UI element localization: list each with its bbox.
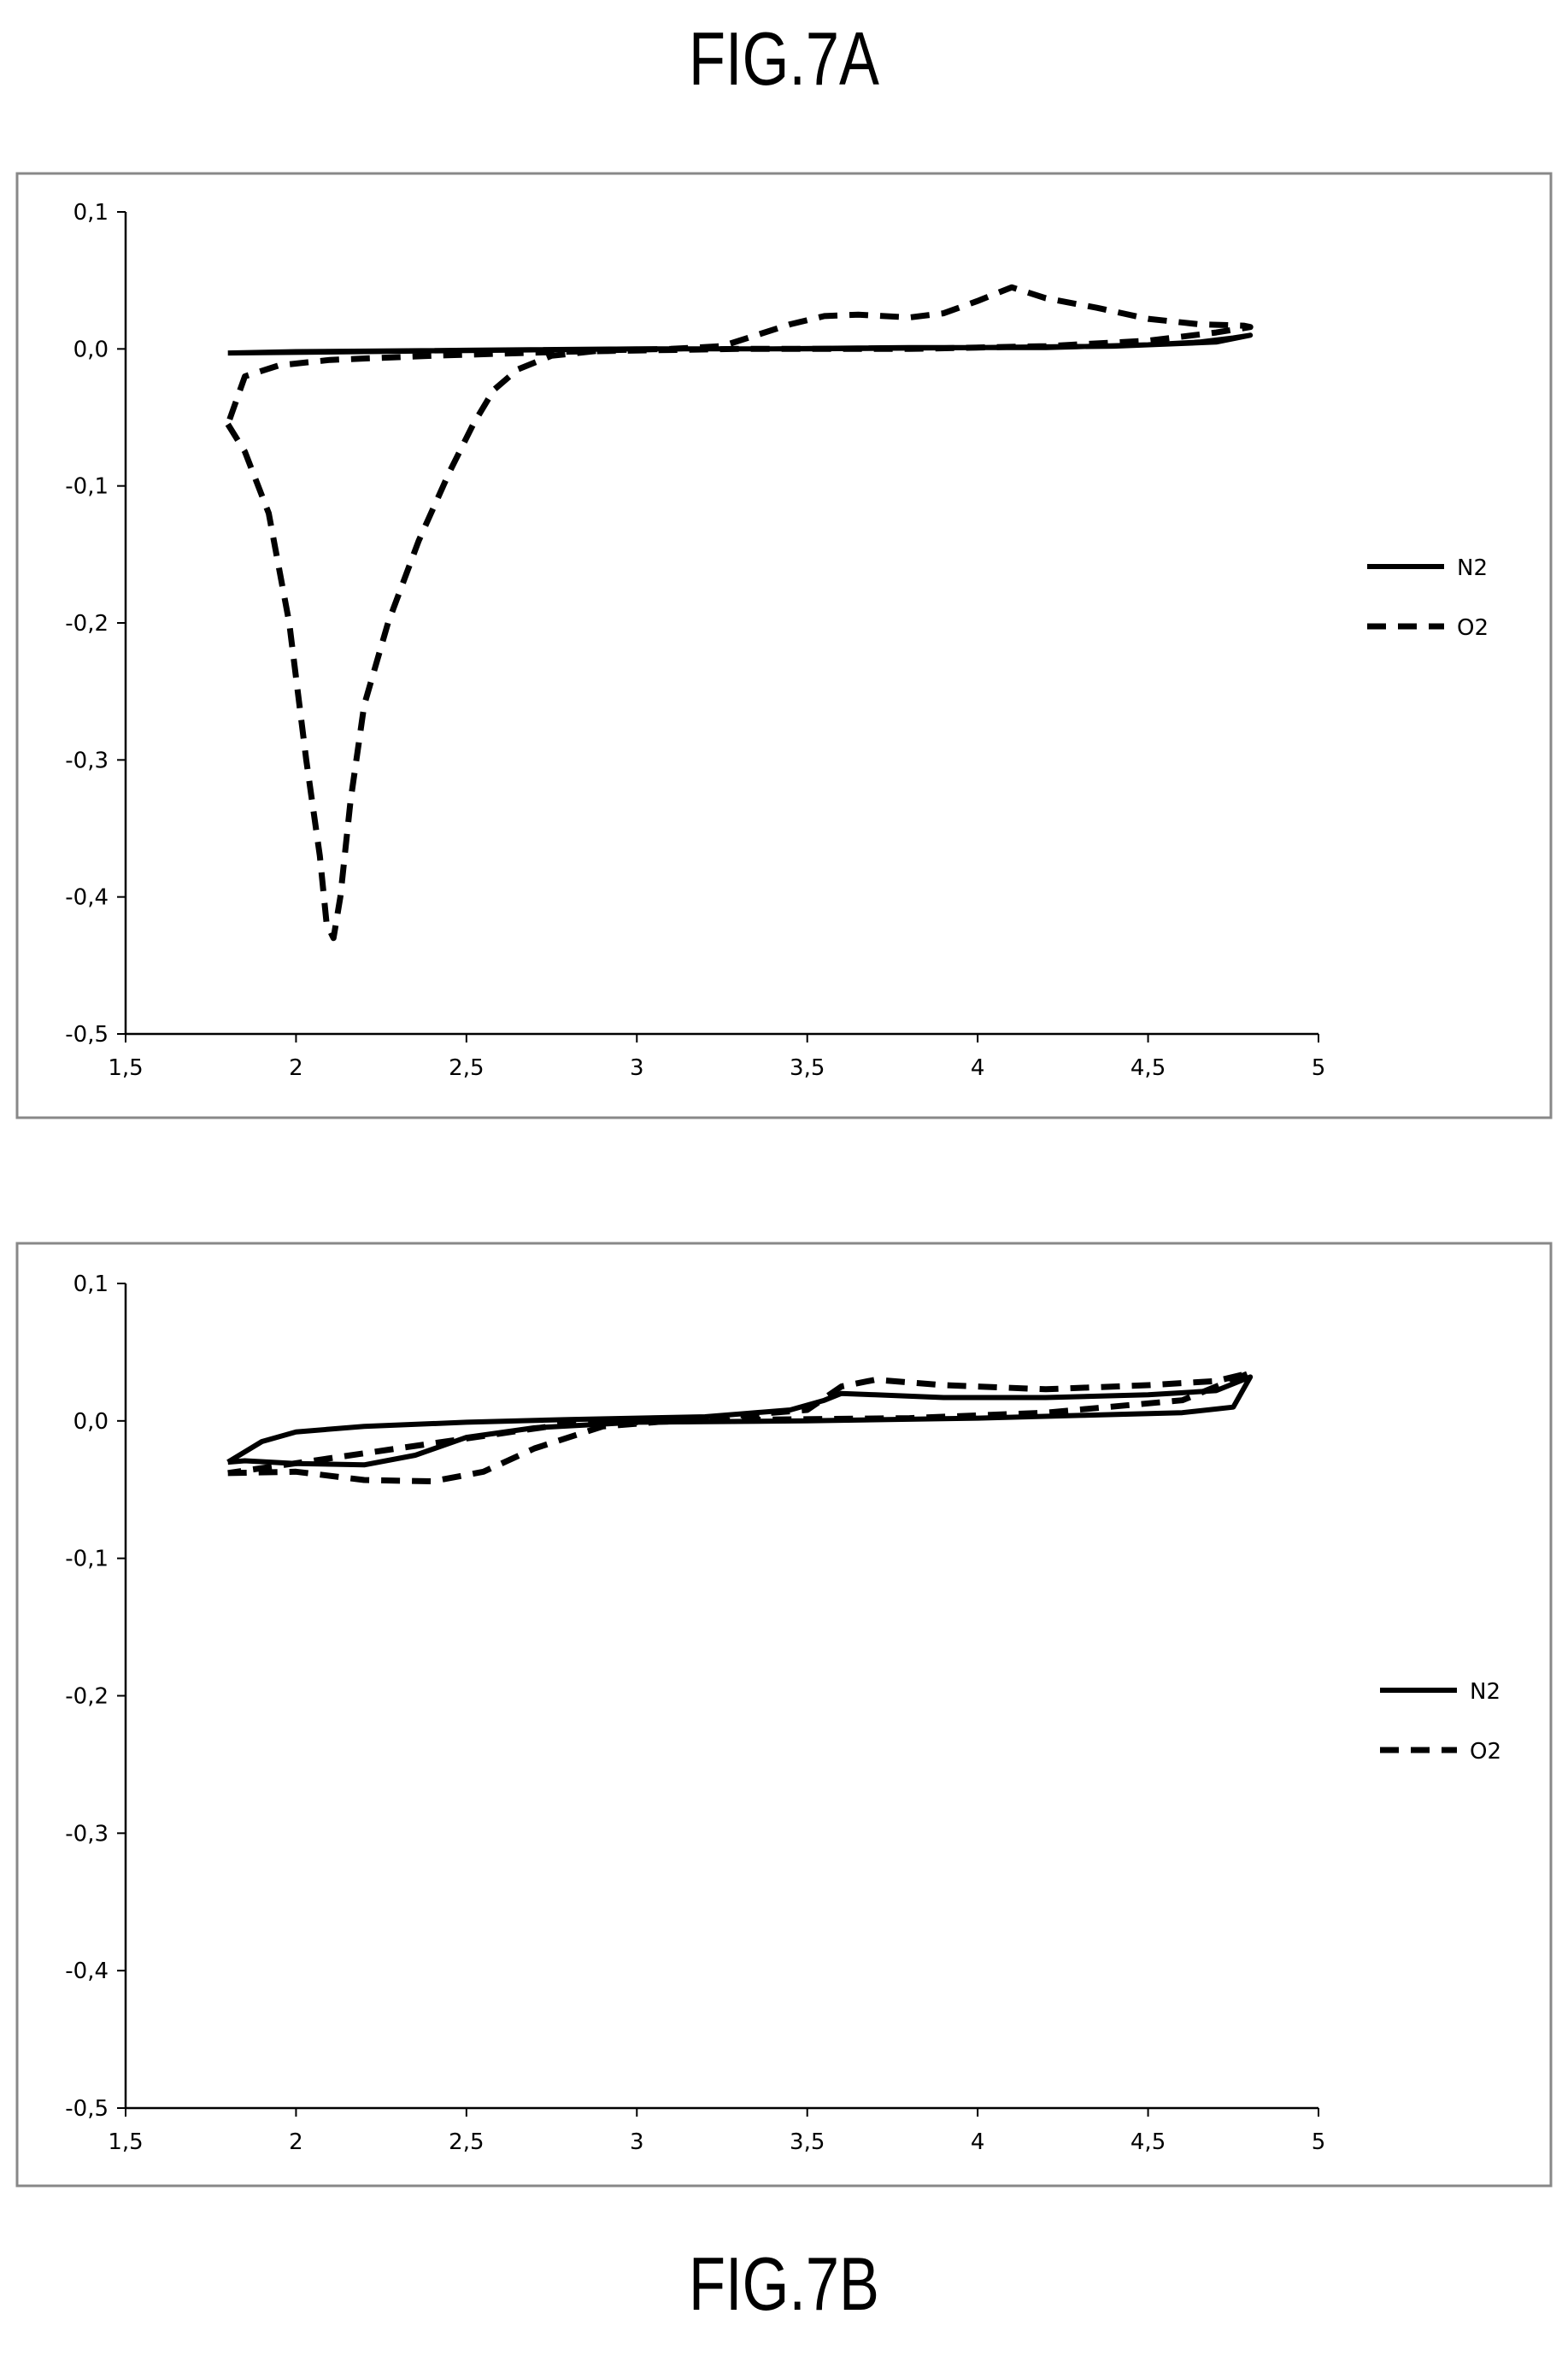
x-tick-label: 4,5 <box>1130 1055 1166 1081</box>
series-layer <box>226 1370 1254 1485</box>
x-tick-label: 3 <box>630 1055 644 1081</box>
x-tick-label: 3,5 <box>790 1055 825 1081</box>
x-tick-label: 3,5 <box>790 2129 825 2155</box>
x-tick-label: 3 <box>630 2129 644 2155</box>
y-tick-label: -0,3 <box>65 1821 109 1847</box>
x-tick-label: 2,5 <box>449 2129 484 2155</box>
x-tick-label: 1,5 <box>108 2129 143 2155</box>
x-tick-label: 2,5 <box>449 1055 484 1081</box>
x-tick-label: 4 <box>971 1055 985 1081</box>
legend-label-n2: N2 <box>1457 555 1488 581</box>
axes: 0,1 0,0 -0,1 -0,2 -0,3 -0,4 -0,5 1,5 2 2,5 3 3,5 4 4,… <box>65 200 1325 1081</box>
y-tick-label: -0,5 <box>65 1022 109 1048</box>
x-tick-label: 4,5 <box>1130 2129 1166 2155</box>
chart-fig-7a: 0,1 0,0 -0,1 -0,2 -0,3 -0,4 -0,5 1,5 2 2,5 3 3,5 4 4,… <box>15 172 1553 1119</box>
y-tick-label: 0,0 <box>73 337 109 362</box>
legend: N2 O2 <box>1380 1679 1501 1765</box>
chart-fig-7b: 0,1 0,0 -0,1 -0,2 -0,3 -0,4 -0,5 1,5 2 2,5 3 3,5 4 4,… <box>15 1242 1553 2188</box>
x-tick-label: 4 <box>971 2129 985 2155</box>
x-tick-label: 5 <box>1312 2129 1326 2155</box>
y-tick-label: -0,2 <box>65 1684 109 1710</box>
y-tick-label: -0,4 <box>65 885 109 911</box>
chart-frame <box>15 1242 1553 2188</box>
y-tick-label: -0,2 <box>65 611 109 637</box>
series-line-o2 <box>225 284 1254 942</box>
axes: 0,1 0,0 -0,1 -0,2 -0,3 -0,4 -0,5 1,5 2 2,5 3 3,5 4 4,… <box>65 1272 1325 2155</box>
y-tick-label: 0,1 <box>73 200 109 226</box>
series-layer <box>225 284 1254 942</box>
chart-frame <box>15 172 1553 1119</box>
x-tick-label: 2 <box>289 2129 303 2155</box>
y-tick-label: 0,1 <box>73 1272 109 1297</box>
figure-title-7b: FIG.7B <box>689 2241 879 2326</box>
legend-label-n2: N2 <box>1470 1679 1500 1705</box>
legend-label-o2: O2 <box>1457 615 1489 641</box>
x-tick-label: 1,5 <box>108 1055 143 1081</box>
y-tick-label: -0,5 <box>65 2096 109 2122</box>
y-tick-label: -0,1 <box>65 474 109 500</box>
figure-title-7a: FIG.7A <box>689 16 879 101</box>
legend: N2 O2 <box>1367 555 1489 641</box>
y-tick-label: -0,1 <box>65 1547 109 1572</box>
y-tick-label: 0,0 <box>73 1409 109 1435</box>
y-tick-label: -0,4 <box>65 1959 109 1984</box>
y-tick-label: -0,3 <box>65 748 109 773</box>
x-tick-label: 5 <box>1312 1055 1326 1081</box>
legend-label-o2: O2 <box>1470 1739 1501 1765</box>
x-tick-label: 2 <box>289 1055 303 1081</box>
